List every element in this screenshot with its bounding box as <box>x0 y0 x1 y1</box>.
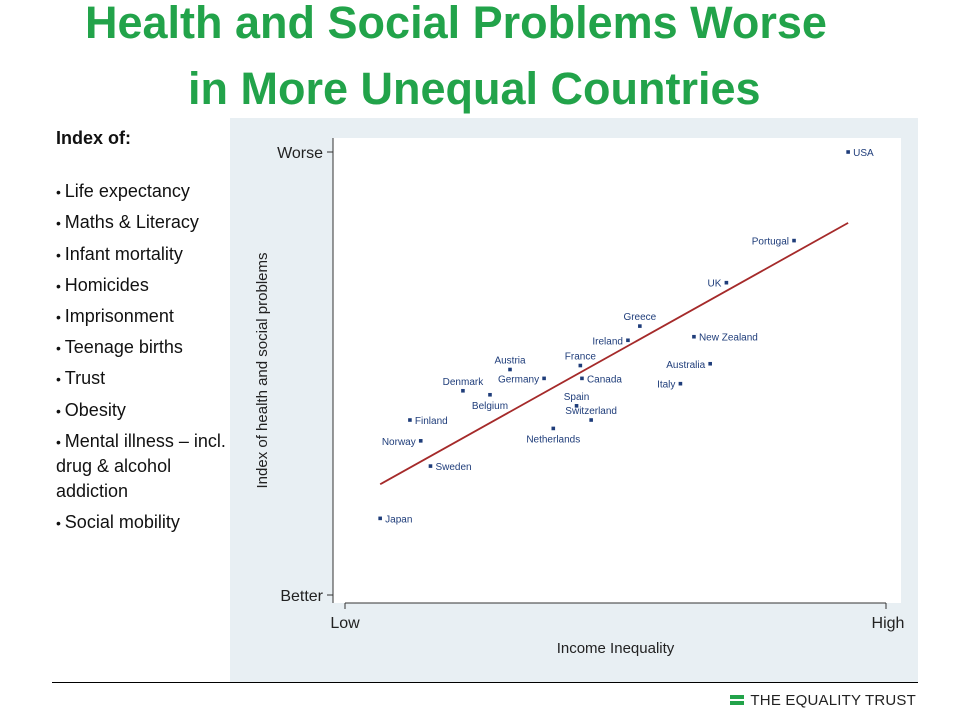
point-label-portugal: Portugal <box>752 237 789 248</box>
point-label-uk: UK <box>707 279 721 290</box>
title-line-1: Health and Social Problems Worse <box>85 0 827 48</box>
y-tick-label-worse: Worse <box>277 145 323 162</box>
index-list: Index of: Life expectancy Maths & Litera… <box>56 126 226 541</box>
y-axis-title: Index of health and social problems <box>254 253 271 489</box>
point-label-germany: Germany <box>498 374 539 385</box>
point-label-netherlands: Netherlands <box>526 434 580 445</box>
point-norway <box>418 439 423 443</box>
point-label-greece: Greece <box>623 312 656 323</box>
x-axis-title: Income Inequality <box>557 640 675 657</box>
index-item: Teenage births <box>56 335 226 360</box>
point-label-sweden: Sweden <box>435 462 471 473</box>
point-label-spain: Spain <box>564 392 590 403</box>
footer-divider <box>52 682 918 683</box>
scatter-chart: Worse Better Low High Income Inequality Index… <box>254 138 904 657</box>
point-label-finland: Finland <box>415 416 448 427</box>
point-label-ireland: Ireland <box>592 336 623 347</box>
index-item: Infant mortality <box>56 242 226 267</box>
point-label-france: France <box>565 352 597 363</box>
chart-panel: Worse Better Low High Income Inequality Index… <box>230 118 918 682</box>
plot-area <box>333 138 901 603</box>
index-item: Mental illness – incl. drug & alcohol ad… <box>56 429 226 505</box>
point-japan <box>378 516 382 521</box>
index-item: Homicides <box>56 273 226 298</box>
point-label-switzerland: Switzerland <box>565 406 617 417</box>
point-germany <box>542 376 546 381</box>
index-item: Maths & Literacy <box>56 210 226 235</box>
point-spain <box>574 404 579 408</box>
y-tick-label-better: Better <box>280 588 323 605</box>
point-uk <box>724 280 729 285</box>
point-label-norway: Norway <box>382 437 416 448</box>
point-austria <box>508 367 512 372</box>
point-canada <box>580 376 584 381</box>
index-item: Life expectancy <box>56 179 226 204</box>
point-usa <box>846 150 850 154</box>
trend-line-group <box>379 222 849 486</box>
point-portugal <box>792 238 796 243</box>
point-switzerland <box>589 418 593 422</box>
point-label-new-zealand: New Zealand <box>699 333 758 344</box>
point-label-canada: Canada <box>587 374 622 385</box>
point-belgium <box>488 392 492 397</box>
index-heading: Index of: <box>56 128 131 148</box>
point-greece <box>638 324 642 328</box>
data-points: USA Portugal UK New Zealand Greece Ireland Aus… <box>378 148 874 525</box>
axes: Worse Better Low High Income Inequality Index… <box>254 138 904 657</box>
point-label-australia: Australia <box>666 360 705 371</box>
index-item: Trust <box>56 366 226 391</box>
trend-line <box>379 222 849 486</box>
brand-logo: THE EQUALITY TRUST <box>730 690 916 710</box>
point-new-zealand <box>692 334 696 339</box>
point-finland <box>408 418 412 422</box>
point-label-italy: Italy <box>657 380 675 391</box>
point-label-denmark: Denmark <box>443 377 485 388</box>
point-denmark <box>461 388 465 393</box>
title-line-2: in More Unequal Countries <box>188 63 761 114</box>
index-items: Life expectancy Maths & Literacy Infant … <box>56 179 226 535</box>
index-item: Imprisonment <box>56 304 226 329</box>
point-netherlands <box>551 426 556 431</box>
point-label-austria: Austria <box>494 356 526 367</box>
point-label-belgium: Belgium <box>472 401 508 412</box>
index-item: Social mobility <box>56 510 226 535</box>
x-tick-label-low: Low <box>330 615 360 632</box>
index-item: Obesity <box>56 398 226 423</box>
point-label-usa: USA <box>853 148 874 159</box>
point-australia <box>708 361 712 366</box>
point-italy <box>678 381 683 386</box>
point-ireland <box>626 338 630 343</box>
brand-name: THE EQUALITY TRUST <box>750 691 916 709</box>
equality-trust-icon <box>730 695 745 705</box>
point-sweden <box>428 464 433 468</box>
point-label-japan: Japan <box>385 514 412 525</box>
x-tick-label-high: High <box>872 615 905 632</box>
point-france <box>578 363 583 368</box>
